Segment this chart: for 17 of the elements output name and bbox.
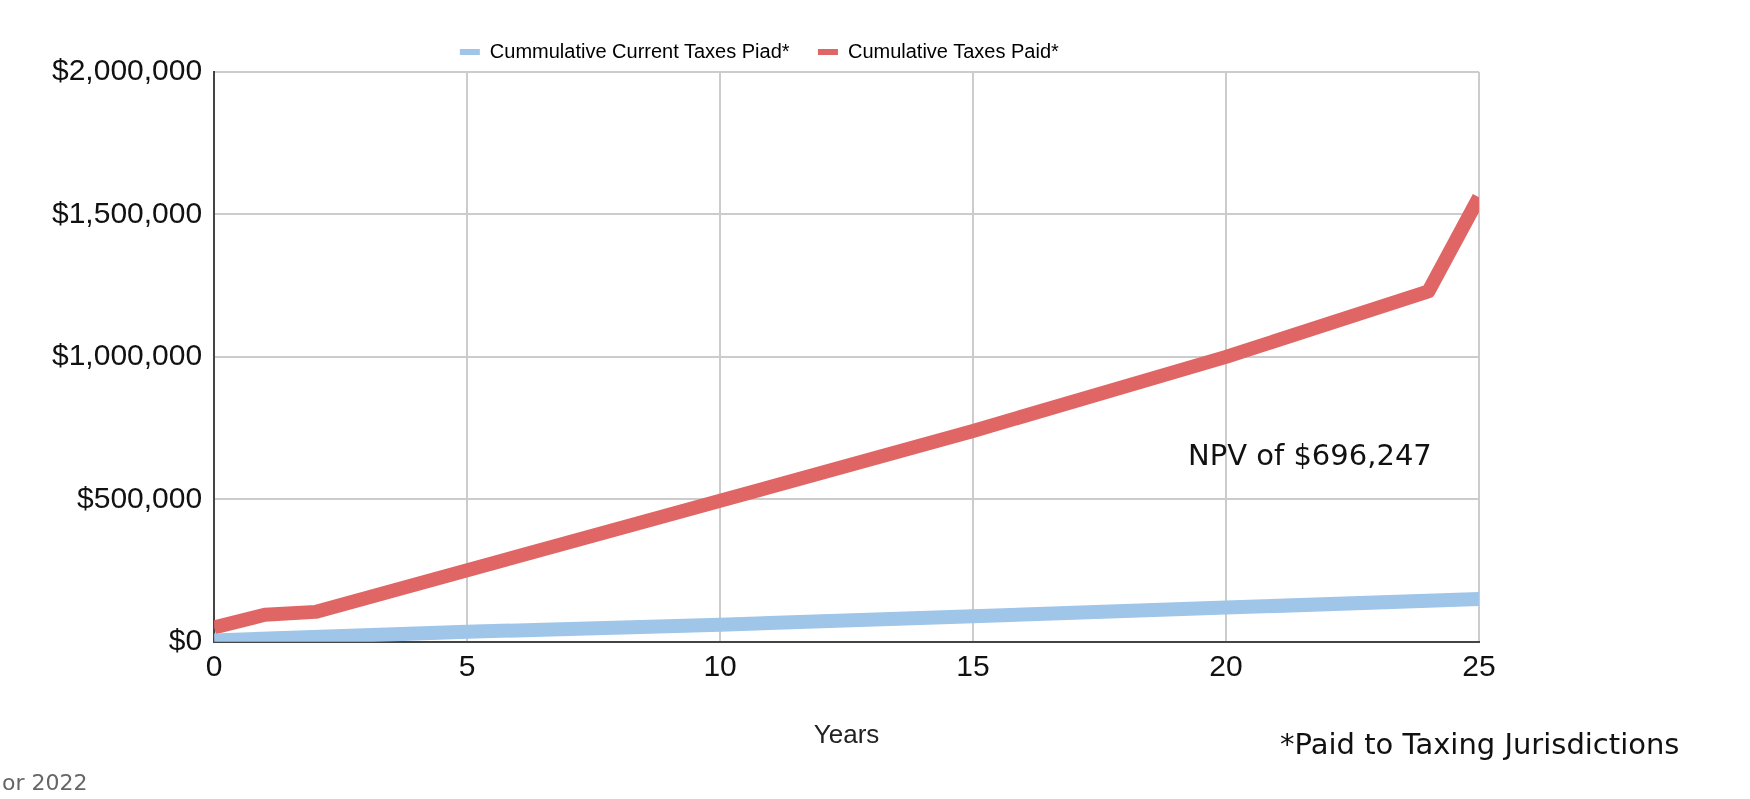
x-tick-label: 0 <box>205 649 223 683</box>
annotation: NPV of $696,247 <box>1188 438 1432 472</box>
x-tick-label: 5 <box>458 649 476 683</box>
x-tick-label: 15 <box>956 649 990 683</box>
text: or 2022 <box>2 770 88 795</box>
y-tick-label: $500,000 <box>77 480 203 514</box>
legend-label: Cumulative Taxes Paid* <box>847 39 1060 62</box>
x-tick-label: 25 <box>1462 649 1496 683</box>
text: *Paid to Taxing Jurisdictions <box>1280 727 1680 761</box>
x-tick-label: 10 <box>703 649 737 683</box>
x-axis-title: Years <box>813 718 880 749</box>
y-tick-label: $0 <box>168 623 203 657</box>
y-tick-label: $1,000,000 <box>51 338 203 372</box>
x-tick-label: 20 <box>1209 649 1243 683</box>
legend-label: Cummulative Current Taxes Piad* <box>489 39 790 62</box>
y-tick-label: $1,500,000 <box>51 195 203 229</box>
y-tick-label: $2,000,000 <box>51 53 203 87</box>
